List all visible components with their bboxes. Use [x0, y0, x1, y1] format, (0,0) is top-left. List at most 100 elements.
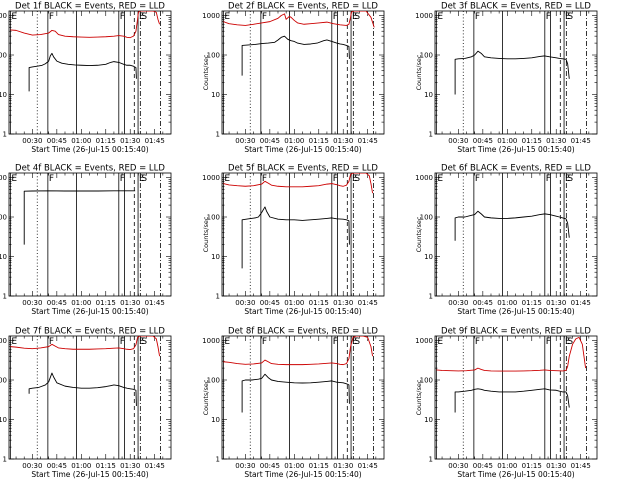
- y-tick-label: 1000: [415, 337, 433, 345]
- y-tick-label: 100: [207, 214, 220, 222]
- lld-series-line: [223, 11, 375, 28]
- y-axis-label: Counts/sec: [415, 379, 423, 415]
- panel-8: Det 8f BLACK = Events, RED = LLD 1 10 100 10…: [202, 327, 385, 479]
- plot-frame: [434, 335, 598, 460]
- x-tick-label: 01:00: [71, 462, 91, 470]
- lld-series-line: [223, 336, 374, 366]
- x-tick-label: 01:30: [546, 299, 566, 307]
- x-tick-label: 01:00: [497, 137, 517, 145]
- panel-5: Det 5f BLACK = Events, RED = LLD 1 10 100 10…: [202, 164, 385, 316]
- y-tick-label: 10: [211, 91, 220, 99]
- x-tick-label: 01:15: [522, 462, 542, 470]
- event-marker-label: E: [11, 174, 17, 184]
- event-marker-label: F: [49, 337, 54, 347]
- x-tick-label: 01:15: [309, 299, 329, 307]
- events-series-line: [28, 52, 137, 92]
- y-tick-label: 1: [429, 293, 433, 301]
- y-tick-label: 100: [420, 214, 433, 222]
- plot-frame: [434, 10, 598, 135]
- x-tick-label: 01:45: [358, 462, 378, 470]
- event-marker-label: F: [333, 174, 338, 184]
- y-axis-label: Counts/sec: [415, 216, 423, 252]
- x-axis-label: Start Time (26-Jul-15 00:15:40): [31, 470, 148, 479]
- event-marker-label: S: [567, 337, 573, 347]
- y-tick-label: 10: [211, 416, 220, 424]
- y-tick-label: 10: [0, 253, 7, 261]
- event-marker-label: E: [139, 174, 145, 184]
- x-tick-label: 00:45: [47, 299, 67, 307]
- y-tick-label: 10: [0, 91, 7, 99]
- events-series-line: [454, 210, 570, 241]
- x-tick-label: 01:45: [145, 462, 165, 470]
- panel-title: Det 7f BLACK = Events, RED = LLD: [15, 327, 165, 337]
- y-tick-label: 100: [0, 52, 7, 60]
- y-tick-label: 100: [207, 377, 220, 385]
- events-series-line: [23, 190, 136, 245]
- event-marker-label: F: [333, 12, 338, 22]
- y-tick-label: 100: [0, 214, 7, 222]
- y-tick-label: 1000: [202, 337, 220, 345]
- event-marker-label: E: [352, 337, 358, 347]
- y-tick-label: 1: [429, 456, 433, 464]
- event-marker-label: E: [224, 174, 230, 184]
- y-tick-label: 100: [0, 377, 7, 385]
- x-axis-label: Start Time (26-Jul-15 00:15:40): [457, 470, 574, 479]
- events-series-line: [241, 35, 350, 76]
- y-tick-label: 100: [420, 377, 433, 385]
- plot-frame: [8, 172, 172, 297]
- y-tick-label: 10: [424, 91, 433, 99]
- x-tick-label: 01:00: [497, 462, 517, 470]
- event-marker-label: E: [11, 12, 17, 22]
- y-tick-label: 1000: [202, 12, 220, 20]
- event-marker-label: F: [262, 12, 267, 22]
- event-marker-label: E: [565, 337, 571, 347]
- x-tick-label: 00:45: [473, 137, 493, 145]
- events-series-line: [241, 373, 350, 413]
- panel-title: Det 6f BLACK = Events, RED = LLD: [441, 164, 591, 174]
- events-series-line: [241, 206, 350, 269]
- x-tick-label: 01:45: [358, 299, 378, 307]
- event-marker-label: E: [352, 12, 358, 22]
- x-tick-label: 01:30: [333, 462, 353, 470]
- x-tick-label: 01:15: [309, 462, 329, 470]
- x-axis-label: Start Time (26-Jul-15 00:15:40): [244, 145, 361, 154]
- x-tick-label: 01:30: [546, 462, 566, 470]
- event-marker-label: E: [437, 174, 443, 184]
- x-tick-label: 00:30: [22, 462, 42, 470]
- plot-frame: [434, 172, 598, 297]
- x-axis-label: Start Time (26-Jul-15 00:15:40): [244, 470, 361, 479]
- panel-title: Det 5f BLACK = Events, RED = LLD: [228, 164, 378, 174]
- event-marker-label: F: [262, 174, 267, 184]
- plot-frame: [8, 10, 172, 135]
- x-tick-label: 00:30: [235, 137, 255, 145]
- event-marker-label: F: [475, 337, 480, 347]
- x-tick-label: 00:45: [47, 137, 67, 145]
- event-marker-label: E: [139, 337, 145, 347]
- panel-title: Det 8f BLACK = Events, RED = LLD: [228, 327, 378, 337]
- event-marker-label: S: [141, 12, 147, 22]
- x-tick-label: 01:30: [333, 137, 353, 145]
- y-tick-label: 100: [420, 52, 433, 60]
- x-tick-label: 01:00: [284, 299, 304, 307]
- x-axis-label: Start Time (26-Jul-15 00:15:40): [31, 145, 148, 154]
- y-tick-label: 10: [424, 416, 433, 424]
- event-marker-label: F: [546, 12, 551, 22]
- events-series-line: [28, 372, 137, 406]
- y-tick-label: 1000: [0, 174, 7, 182]
- x-tick-label: 01:15: [96, 462, 116, 470]
- panel-title: Det 2f BLACK = Events, RED = LLD: [228, 2, 378, 12]
- x-tick-label: 01:45: [358, 137, 378, 145]
- x-tick-label: 01:30: [120, 462, 140, 470]
- event-marker-label: F: [49, 174, 54, 184]
- event-marker-label: F: [546, 174, 551, 184]
- x-tick-label: 01:45: [571, 137, 591, 145]
- x-axis-label: Start Time (26-Jul-15 00:15:40): [457, 307, 574, 316]
- x-tick-label: 01:45: [145, 137, 165, 145]
- x-tick-label: 01:30: [120, 137, 140, 145]
- x-tick-label: 01:00: [284, 462, 304, 470]
- y-tick-label: 1000: [202, 174, 220, 182]
- event-marker-label: E: [11, 337, 17, 347]
- panel-4: Det 4f BLACK = Events, RED = LLD 1 10 100 10…: [0, 164, 172, 316]
- lld-series-line: [10, 336, 161, 357]
- x-axis-label: Start Time (26-Jul-15 00:15:40): [244, 307, 361, 316]
